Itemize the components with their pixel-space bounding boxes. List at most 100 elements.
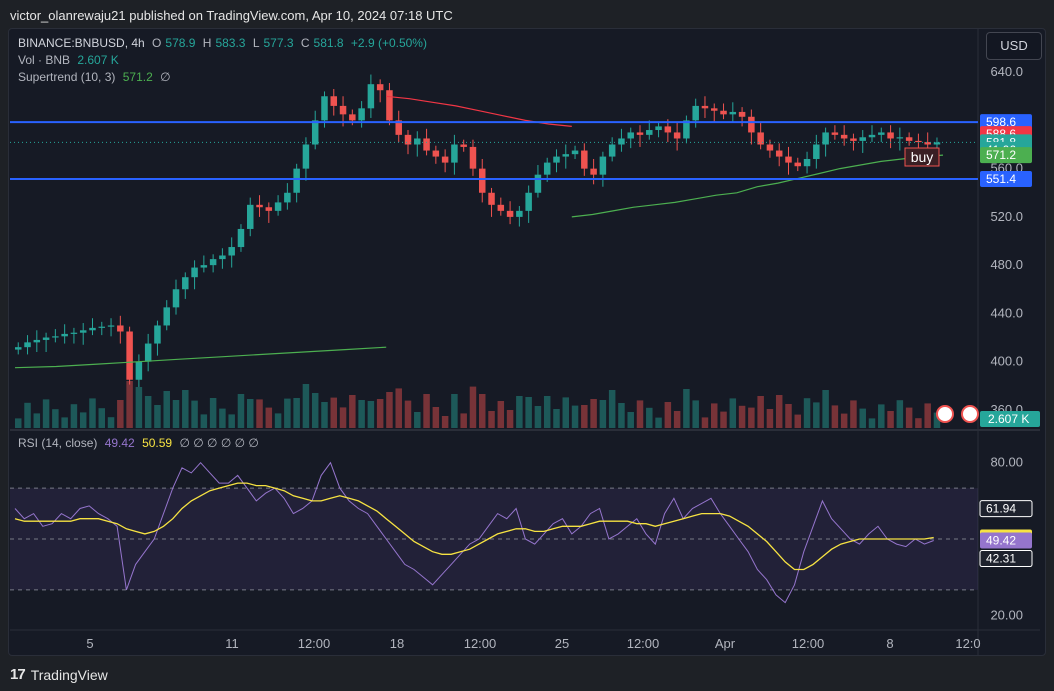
publish-header: victor_olanrewaju21 published on Trading… xyxy=(0,0,1054,32)
candle xyxy=(302,144,310,169)
rsi-label[interactable]: RSI (14, close) xyxy=(18,436,98,450)
time-tick-label: 11 xyxy=(225,636,239,651)
candle xyxy=(209,259,217,266)
candle xyxy=(646,130,653,135)
candle xyxy=(534,174,542,193)
candle xyxy=(163,307,170,326)
time-tick-label: 12:0 xyxy=(955,636,980,651)
candle xyxy=(729,111,737,115)
candle xyxy=(479,168,486,193)
volume-bar xyxy=(302,384,310,428)
volume-bar xyxy=(367,401,375,428)
volume-bar xyxy=(859,408,866,428)
time-tick-label: 5 xyxy=(86,636,93,651)
symbol-label[interactable]: BINANCE:BNBUSD, 4h xyxy=(18,36,145,50)
candle xyxy=(339,105,347,115)
candle xyxy=(284,192,291,203)
price-axis-label-box xyxy=(980,147,1032,164)
volume-bar xyxy=(701,417,709,428)
volume-bar xyxy=(915,418,922,428)
candle xyxy=(330,96,338,106)
candle xyxy=(265,207,273,211)
volume-bar xyxy=(571,405,579,428)
volume-bar xyxy=(590,399,597,428)
economic-event-flag-icon[interactable] xyxy=(936,405,954,423)
volume-bar xyxy=(349,395,356,428)
candle xyxy=(432,150,440,157)
volume-bar xyxy=(70,404,78,428)
candle xyxy=(117,325,124,332)
candle xyxy=(701,105,709,109)
volume-bar xyxy=(525,397,532,428)
volume-bar xyxy=(15,418,22,428)
volume-bar xyxy=(163,391,170,428)
candle xyxy=(608,144,616,157)
candle xyxy=(89,327,96,331)
supertrend-legend: Supertrend (10, 3) 571.2 ∅ xyxy=(18,70,175,84)
volume-bar xyxy=(386,392,393,428)
volume-bar xyxy=(711,403,718,428)
price-axis-label-box xyxy=(980,114,1032,131)
volume-bar xyxy=(52,409,59,428)
volume-bar xyxy=(404,400,412,428)
candle xyxy=(664,126,672,133)
volume-bar xyxy=(182,390,189,428)
time-tick-label: 18 xyxy=(390,636,404,651)
volume-bar xyxy=(581,405,588,428)
supertrend-label[interactable]: Supertrend (10, 3) xyxy=(18,70,116,84)
supertrend-line xyxy=(571,154,944,218)
volume-bar xyxy=(822,390,829,428)
economic-event-flag-icon[interactable] xyxy=(961,405,979,423)
volume-bar xyxy=(516,396,523,428)
candle xyxy=(414,138,421,145)
buy-annotation-box[interactable] xyxy=(904,147,940,167)
candle xyxy=(785,156,792,163)
volume-bar xyxy=(79,412,87,428)
hidden-value-icon[interactable]: ∅ xyxy=(160,70,171,84)
time-tick-label: Apr xyxy=(715,636,736,651)
volume-bar xyxy=(469,386,477,428)
chart-frame[interactable] xyxy=(8,28,1046,656)
volume-bar xyxy=(729,398,737,428)
candle xyxy=(738,111,746,117)
volume-bar xyxy=(692,400,699,428)
volume-bar xyxy=(599,400,607,428)
volume-bar xyxy=(61,417,68,428)
candle xyxy=(497,204,505,211)
volume-bar xyxy=(89,398,96,428)
candle xyxy=(311,120,319,145)
candle xyxy=(775,150,783,157)
candle xyxy=(850,138,857,141)
volume-bar xyxy=(655,417,662,428)
hidden-values-icon[interactable]: ∅ ∅ ∅ ∅ ∅ ∅ xyxy=(179,436,259,450)
close-label: C xyxy=(300,36,310,50)
publish-text: victor_olanrewaju21 published on Trading… xyxy=(10,8,453,23)
candle xyxy=(924,142,931,145)
candle xyxy=(794,162,802,167)
volume-bar xyxy=(376,399,384,428)
volume-bar xyxy=(33,413,41,428)
time-tick-label: 8 xyxy=(886,636,893,651)
volume-bar xyxy=(506,410,514,428)
candle xyxy=(803,158,811,167)
time-tick-label: 12:00 xyxy=(792,636,825,651)
volume-bar xyxy=(126,381,133,428)
candle xyxy=(543,162,551,175)
rsi-axis-label-box xyxy=(980,532,1032,549)
candle xyxy=(126,331,133,380)
currency-button[interactable]: USD xyxy=(986,32,1042,60)
volume-bar xyxy=(172,400,180,428)
candle xyxy=(562,154,570,157)
candle xyxy=(79,330,87,333)
volume-label[interactable]: Vol · BNB xyxy=(18,53,71,67)
candle xyxy=(395,120,402,135)
candle xyxy=(599,156,607,175)
volume-bar xyxy=(534,406,542,428)
volume-bar xyxy=(256,399,263,428)
footer-brand[interactable]: TradingView xyxy=(30,666,108,683)
price-tick-label: 400.0 xyxy=(990,354,1023,369)
footer: 17 TradingView xyxy=(10,666,108,683)
buy-annotation-label: buy xyxy=(911,149,934,165)
candle xyxy=(673,132,681,139)
